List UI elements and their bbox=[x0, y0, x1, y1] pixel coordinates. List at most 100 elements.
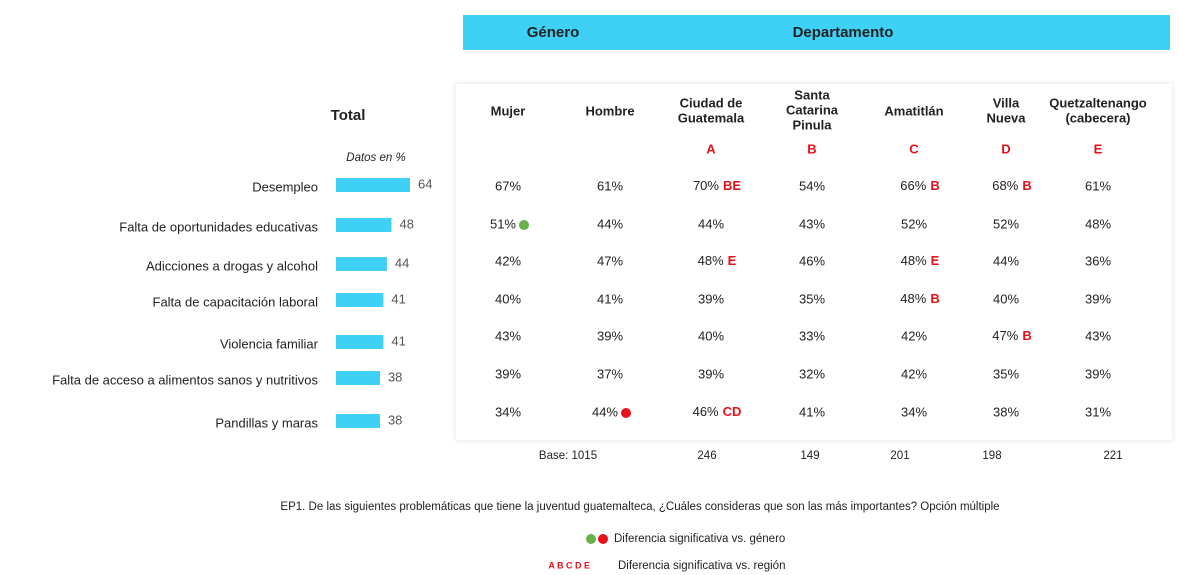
column-header: Villa bbox=[993, 95, 1020, 110]
cell-value: 44% bbox=[698, 216, 724, 231]
cell-value: 42% bbox=[495, 253, 521, 268]
cell-value: 40% bbox=[698, 328, 724, 343]
base-value: 246 bbox=[697, 450, 716, 462]
value-label: 48 bbox=[400, 216, 414, 231]
cell-value: 43% bbox=[495, 328, 521, 343]
cell-value: 47% bbox=[992, 328, 1018, 343]
cell-value: 44% bbox=[597, 216, 623, 231]
category-label: Falta de capacitación laboral bbox=[153, 294, 319, 309]
cell: 68% B bbox=[992, 178, 1031, 193]
cell: 48% B bbox=[900, 291, 939, 306]
column-header: Ciudad de bbox=[680, 95, 743, 110]
value-label: 38 bbox=[388, 369, 402, 384]
cell-value: 46% bbox=[693, 404, 719, 419]
cell: 47% B bbox=[992, 328, 1031, 343]
cell: 66% B bbox=[900, 178, 939, 193]
base-value: 201 bbox=[890, 450, 909, 462]
significance-code: B bbox=[1022, 178, 1031, 193]
cell-value: 34% bbox=[901, 404, 927, 419]
category-label: Adicciones a drogas y alcohol bbox=[146, 258, 318, 273]
column-code: E bbox=[1094, 141, 1103, 156]
column-header: Guatemala bbox=[678, 110, 745, 125]
cell-value: 48% bbox=[698, 253, 724, 268]
category-label: Falta de oportunidades educativas bbox=[119, 219, 318, 234]
legend-dot bbox=[586, 534, 596, 544]
significance-code: B bbox=[1022, 328, 1031, 343]
cell-value: 41% bbox=[799, 404, 825, 419]
cell-value: 52% bbox=[901, 216, 927, 231]
cell-value: 43% bbox=[1085, 328, 1111, 343]
cell-value: 39% bbox=[495, 366, 521, 381]
column-code: C bbox=[909, 141, 919, 156]
cell-value: 42% bbox=[901, 366, 927, 381]
legend-text: Diferencia significativa vs. género bbox=[614, 533, 785, 545]
column-header: Nueva bbox=[986, 110, 1026, 125]
column-header: Santa bbox=[794, 87, 830, 102]
column-code: B bbox=[807, 141, 816, 156]
value-label: 41 bbox=[391, 333, 405, 348]
column-header: Amatitlán bbox=[884, 103, 943, 118]
cell-value: 44% bbox=[993, 253, 1019, 268]
cell-value: 66% bbox=[900, 178, 926, 193]
significance-dot bbox=[621, 408, 631, 418]
category-label: Pandillas y maras bbox=[215, 415, 318, 430]
cell-value: 54% bbox=[799, 178, 825, 193]
cell-value: 40% bbox=[993, 291, 1019, 306]
column-header: Pinula bbox=[792, 117, 832, 132]
cell-value: 44% bbox=[592, 404, 618, 419]
base-value: 149 bbox=[800, 450, 819, 462]
cell-value: 35% bbox=[799, 291, 825, 306]
significance-code: BE bbox=[723, 178, 741, 193]
bar bbox=[336, 257, 387, 271]
cell-value: 48% bbox=[901, 253, 927, 268]
bar bbox=[336, 371, 380, 385]
column-code: D bbox=[1001, 141, 1010, 156]
cell-value: 31% bbox=[1085, 404, 1111, 419]
column-code: A bbox=[706, 141, 716, 156]
base-value: 198 bbox=[982, 450, 1001, 462]
cell-value: 39% bbox=[597, 328, 623, 343]
column-header: Catarina bbox=[786, 102, 839, 117]
cell-value: 35% bbox=[993, 366, 1019, 381]
category-label: Falta de acceso a alimentos sanos y nutr… bbox=[52, 372, 318, 387]
cell: 48% E bbox=[901, 253, 940, 268]
cell-value: 37% bbox=[597, 366, 623, 381]
cell-value: 41% bbox=[597, 291, 623, 306]
significance-code: CD bbox=[723, 404, 742, 419]
cell-value: 33% bbox=[799, 328, 825, 343]
footnote: EP1. De las siguientes problemáticas que… bbox=[280, 501, 999, 513]
cell-value: 32% bbox=[799, 366, 825, 381]
bar bbox=[336, 335, 384, 349]
value-label: 41 bbox=[391, 291, 405, 306]
value-label: 38 bbox=[388, 412, 402, 427]
cell-value: 61% bbox=[1085, 178, 1111, 193]
significance-code: B bbox=[930, 291, 939, 306]
legend-text: Diferencia significativa vs. región bbox=[618, 560, 785, 572]
cell-value: 51% bbox=[490, 216, 516, 231]
cell-value: 52% bbox=[993, 216, 1019, 231]
base-label: Base: 1015 bbox=[539, 450, 597, 462]
group-header: Género bbox=[527, 24, 580, 41]
cell-value: 46% bbox=[799, 253, 825, 268]
bar bbox=[336, 178, 410, 192]
cell-value: 43% bbox=[799, 216, 825, 231]
cell-value: 48% bbox=[1085, 216, 1111, 231]
significance-code: B bbox=[930, 178, 939, 193]
cell-value: 36% bbox=[1085, 253, 1111, 268]
cell-value: 67% bbox=[495, 178, 521, 193]
column-header: Mujer bbox=[491, 103, 526, 118]
legend-dot bbox=[598, 534, 608, 544]
cell: 48% E bbox=[698, 253, 737, 268]
cell-value: 68% bbox=[992, 178, 1018, 193]
group-header: Departamento bbox=[793, 24, 894, 41]
cell: 70% BE bbox=[693, 178, 741, 193]
chart-subtitle: Datos en % bbox=[346, 152, 405, 164]
table-panel bbox=[456, 84, 1172, 440]
cell-value: 47% bbox=[597, 253, 623, 268]
cell-value: 42% bbox=[901, 328, 927, 343]
cell-value: 34% bbox=[495, 404, 521, 419]
value-label: 64 bbox=[418, 176, 432, 191]
cell-value: 39% bbox=[698, 366, 724, 381]
significance-code: E bbox=[931, 253, 940, 268]
